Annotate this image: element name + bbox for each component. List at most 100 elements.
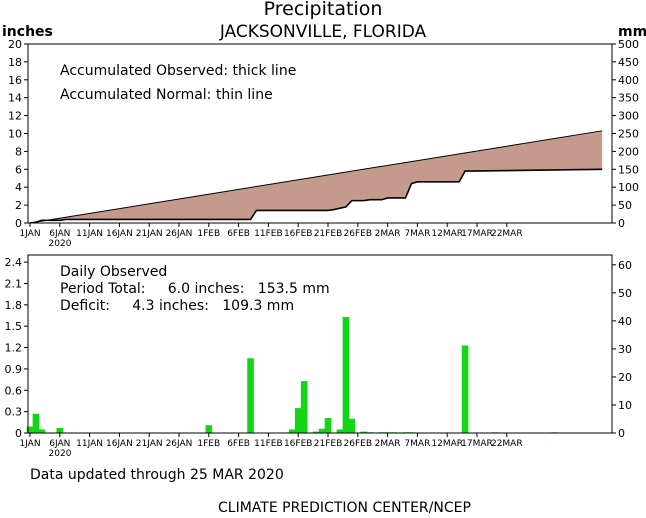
top-xtick-label: 7MAR (404, 229, 430, 239)
daily-bar (324, 418, 332, 433)
bottom-xtick-label: 21FEB (314, 439, 343, 449)
top-ytick-label-right: 200 (618, 145, 639, 158)
bottom-ytick-label-left: 0.6 (5, 384, 23, 397)
bottom-xtick-label: 2MAR (375, 439, 401, 449)
bottom-xtick-label: 22MAR (491, 439, 523, 449)
top-ytick-label-left: 6 (15, 163, 22, 176)
deficit-stat: Deficit: 4.3 inches: 109.3 mm (60, 298, 295, 314)
bottom-xtick-label: 1JAN (19, 439, 40, 449)
bottom-ytick-label-right: 20 (618, 371, 632, 384)
top-xtick-label: 2MAR (375, 229, 401, 239)
top-ytick-label-left: 14 (8, 92, 22, 105)
top-xtick-label: 21JAN (136, 229, 163, 239)
credit: CLIMATE PREDICTION CENTER/NCEP (218, 500, 471, 516)
daily-bar (318, 428, 326, 433)
top-xtick-label: 6FEB (227, 229, 250, 239)
top-ytick-label-left: 20 (8, 38, 22, 51)
top-ytick-label-left: 2 (15, 199, 22, 212)
bottom-xtick-label: 6JAN (49, 439, 70, 449)
bottom-xtick-label: 12MAR (431, 439, 463, 449)
bottom-year-label: 2020 (49, 449, 72, 459)
bottom-xtick-label: 17MAR (461, 439, 493, 449)
bottom-ytick-label-left: 0.9 (5, 363, 23, 376)
top-xtick-label: 21FEB (314, 229, 343, 239)
top-ytick-label-left: 8 (15, 145, 22, 158)
bottom-ytick-label-left: 1.8 (5, 299, 23, 312)
top-xtick-label: 26FEB (344, 229, 373, 239)
top-year-label: 2020 (49, 239, 72, 249)
bottom-xtick-label: 1FEB (197, 439, 220, 449)
top-ytick-label-left: 18 (8, 56, 22, 69)
daily-bar (56, 428, 64, 433)
chart-location: JACKSONVILLE, FLORIDA (219, 22, 427, 42)
bottom-xtick-label: 21JAN (136, 439, 163, 449)
top-ytick-label-right: 450 (618, 56, 639, 69)
bottom-ytick-label-left: 1.5 (5, 320, 23, 333)
top-xtick-label: 26JAN (166, 229, 193, 239)
observed-line (29, 168, 603, 224)
bottom-xtick-label: 6FEB (227, 439, 250, 449)
daily-bar (38, 429, 46, 433)
daily-heading: Daily Observed (60, 264, 168, 280)
daily-bar (247, 358, 254, 433)
daily-bar (336, 429, 344, 433)
daily-bar (294, 408, 302, 433)
top-ytick-label-right: 500 (618, 38, 639, 51)
bottom-ytick-label-right: 30 (618, 343, 632, 356)
top-xtick-label: 6JAN (49, 229, 70, 239)
bottom-xtick-label: 11JAN (76, 439, 103, 449)
daily-bar (312, 431, 320, 433)
bottom-ytick-label-left: 2.4 (5, 256, 23, 269)
top-ytick-label-left: 10 (8, 128, 22, 141)
top-xtick-label: 12MAR (431, 229, 463, 239)
top-ytick-label-right: 250 (618, 128, 639, 141)
daily-bar (26, 426, 34, 433)
top-ytick-label-right: 400 (618, 74, 639, 87)
daily-bar (348, 418, 356, 433)
top-ytick-label-left: 12 (8, 110, 22, 123)
top-xtick-label: 16FEB (284, 229, 313, 239)
bottom-xtick-label: 16FEB (284, 439, 313, 449)
normal-line (29, 130, 603, 224)
bottom-ytick-label-left: 0 (15, 427, 22, 440)
daily-bar (461, 345, 469, 433)
period-total: Period Total: 6.0 inches: 153.5 mm (60, 281, 330, 297)
top-xtick-label: 22MAR (491, 229, 523, 239)
daily-bars (26, 316, 558, 434)
accumulated-lines (29, 130, 603, 224)
top-xtick-label: 16JAN (106, 229, 133, 239)
top-ytick-label-left: 0 (15, 217, 22, 230)
bottom-ytick-label-right: 0 (618, 427, 625, 440)
bottom-ytick-label-right: 50 (618, 287, 632, 300)
bottom-xtick-label: 26JAN (166, 439, 193, 449)
bottom-xtick-label: 26FEB (344, 439, 373, 449)
data-updated: Data updated through 25 MAR 2020 (30, 467, 284, 483)
daily-bar (300, 381, 308, 433)
top-ytick-label-right: 0 (618, 217, 625, 230)
bottom-frame (27, 254, 613, 434)
bottom-axes: 0 0.3 0.6 0.9 1.2 1.5 1.8 2.1 2.4 0 10 20 30 40 50 60 1J… (5, 254, 632, 459)
top-axes: 0246810121416182005010015020025030035040… (8, 38, 639, 249)
bottom-ytick-label-left: 0.3 (5, 406, 23, 419)
top-ytick-label-right: 300 (618, 110, 639, 123)
bottom-xtick-label: 7MAR (404, 439, 430, 449)
legend-observed: Accumulated Observed: thick line (60, 63, 297, 79)
daily-bar (32, 413, 40, 433)
top-ytick-label-left: 4 (15, 181, 22, 194)
top-xtick-label: 11JAN (76, 229, 103, 239)
bottom-ytick-label-left: 1.2 (5, 342, 23, 355)
top-ytick-label-right: 350 (618, 92, 639, 105)
daily-bar (360, 431, 368, 433)
bottom-xtick-label: 11FEB (254, 439, 283, 449)
top-ytick-label-right: 100 (618, 181, 639, 194)
right-unit-label: mm (618, 24, 646, 40)
top-xtick-label: 1JAN (19, 229, 40, 239)
top-xtick-label: 11FEB (254, 229, 283, 239)
bottom-ytick-label-right: 10 (618, 399, 632, 412)
daily-bar (342, 316, 350, 433)
top-ytick-label-left: 16 (8, 74, 22, 87)
left-unit-label: inches (2, 24, 53, 40)
top-xtick-label: 1FEB (197, 229, 220, 239)
bottom-xtick-label: 16JAN (106, 439, 133, 449)
